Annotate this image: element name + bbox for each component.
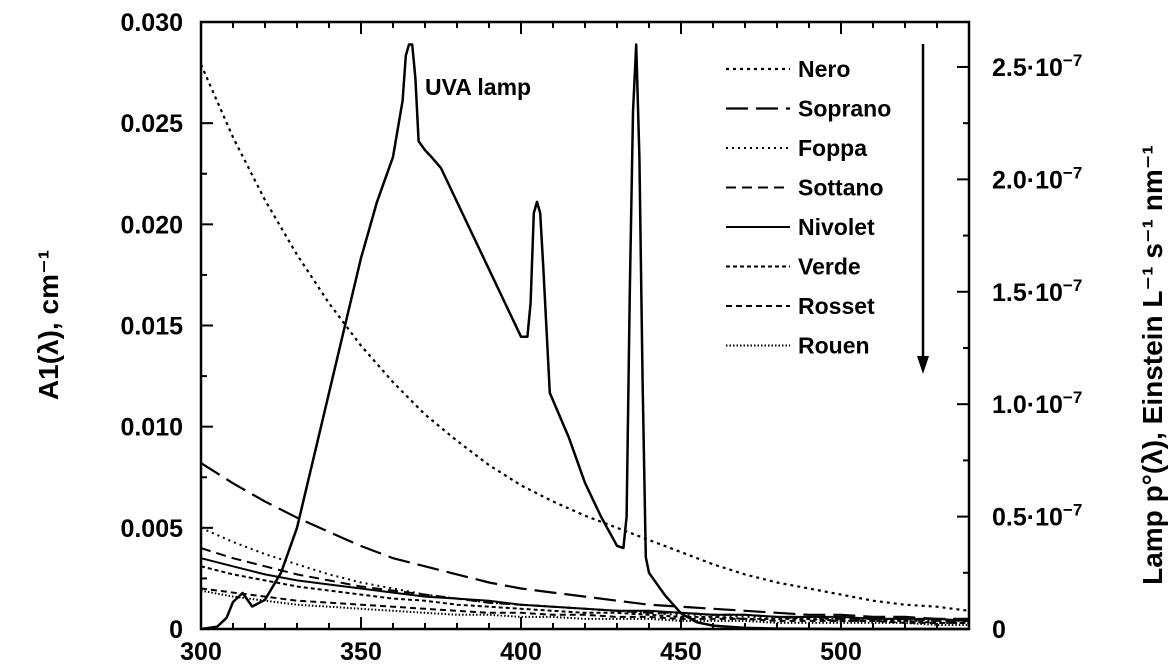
y-right-tick-exponent: −7 [1063, 276, 1082, 295]
y-left-tick-label: 0.005 [120, 515, 183, 543]
lamp-layer [200, 43, 969, 631]
y-left-tick-label: 0 [169, 616, 183, 644]
legend-label-nero: Nero [798, 56, 850, 82]
x-tick-label: 450 [660, 638, 702, 662]
y-right-tick-exponent: −7 [1063, 388, 1082, 407]
y-right-tick-exponent: −7 [1063, 51, 1082, 70]
y-right-tick-exponent: −7 [1063, 501, 1082, 520]
y-right-tick-exponent: −7 [1063, 163, 1082, 182]
y-left-tick-label: 0.020 [120, 211, 183, 239]
x-tick-label: 400 [500, 638, 542, 662]
y-left-tick-label: 0.010 [120, 414, 183, 442]
series-line-verde [200, 565, 969, 624]
y-right-tick-label: 2.0·10−7 [992, 163, 1082, 194]
series-line-nivolet [200, 557, 970, 622]
series-line-foppa [200, 526, 969, 622]
y-left-tick-label: 0.025 [120, 110, 183, 138]
series-line-sottano [200, 547, 969, 622]
y-left-tick-label: 0.015 [120, 313, 183, 341]
y-right-tick-label: 2.5·10−7 [992, 51, 1082, 82]
y-right-tick-label: 0 [992, 616, 1006, 644]
y-right-tick-label: 1.0·10−7 [992, 388, 1082, 419]
uva-lamp-annotation: UVA lamp [425, 74, 531, 100]
y-left-tick-label: 0.030 [120, 9, 183, 37]
legend-label-rosset: Rosset [798, 293, 875, 319]
legend-label-soprano: Soprano [798, 96, 891, 122]
y-axis-left-label: A1(λ), cm⁻¹ [33, 250, 64, 400]
legend: Nero Soprano Foppa Sottano Nivolet Verde Rosse… [726, 56, 891, 359]
x-tick-label: 300 [180, 638, 222, 662]
legend-label-foppa: Foppa [798, 135, 867, 161]
legend-label-nivolet: Nivolet [798, 214, 875, 240]
y-right-tick-label: 0.5·10−7 [992, 501, 1082, 532]
y-axis-left: 0 0.005 0.010 0.015 0.020 0.025 0.030 [120, 9, 213, 644]
y-axis-right-label: Lamp p°(λ), Einstein L⁻¹ s⁻¹ nm⁻¹ [1137, 145, 1168, 585]
y-right-tick-label: 1.5·10−7 [992, 276, 1082, 307]
x-axis: 300 350 400 450 500 [180, 22, 938, 666]
series-line-soprano [200, 462, 969, 621]
legend-label-sottano: Sottano [798, 175, 884, 201]
y-axis-right: 0 0.5·10−7 1.0·10−7 1.5·10−7 2.0·10−7 2.5·10−… [957, 51, 1082, 644]
legend-label-rouen: Rouen [798, 333, 870, 359]
x-tick-label: 500 [820, 638, 862, 662]
series-line-uva-lamp [200, 43, 969, 631]
x-tick-label: 350 [340, 638, 382, 662]
arrow-down-icon [917, 356, 929, 374]
legend-label-verde: Verde [798, 254, 861, 280]
series-line-nero [199, 64, 970, 612]
